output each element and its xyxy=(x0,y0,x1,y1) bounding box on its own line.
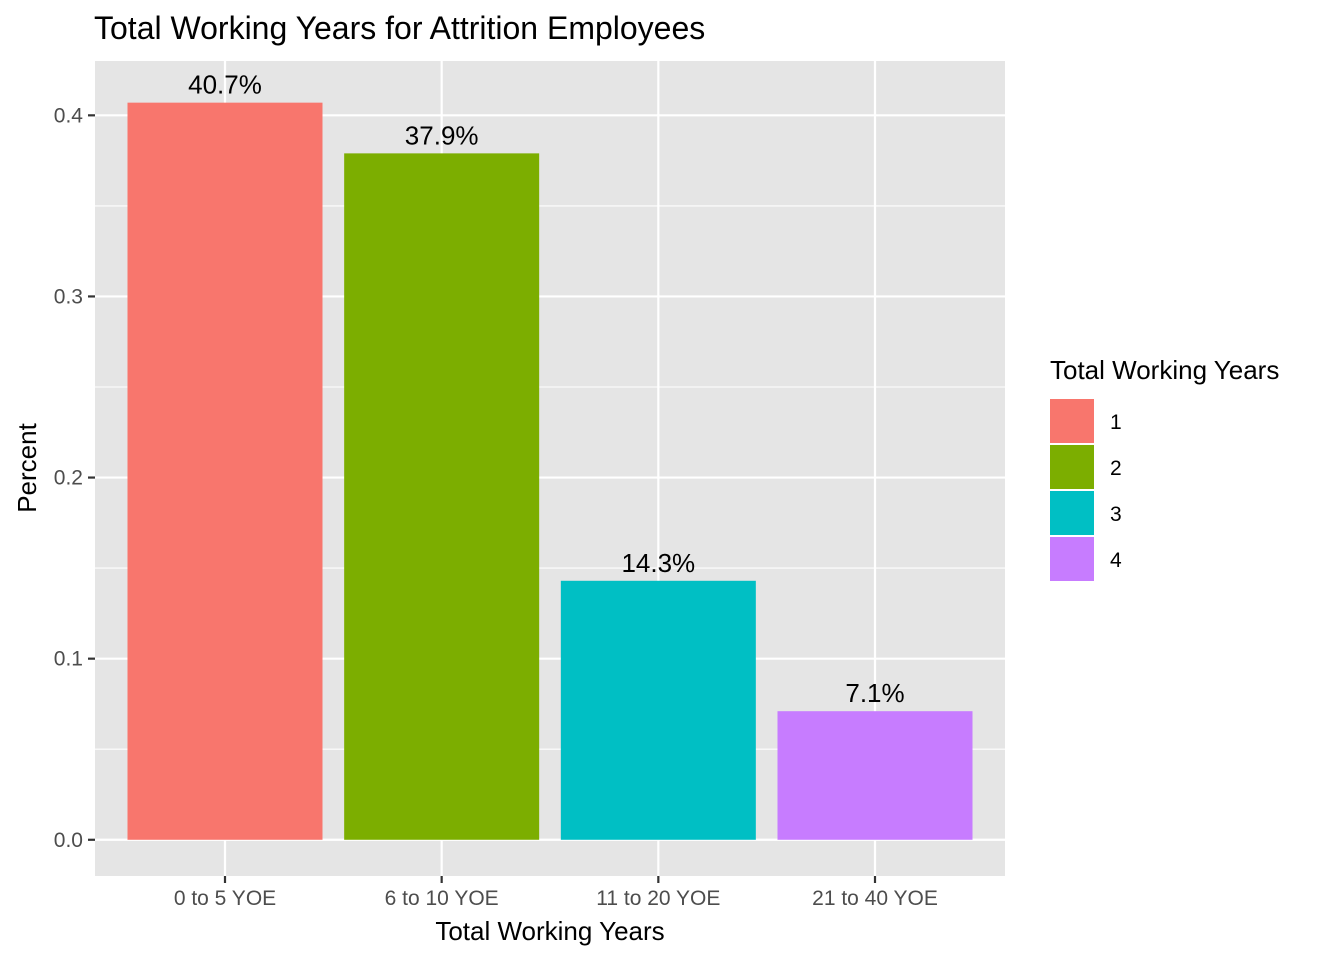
bar xyxy=(127,102,323,840)
bar xyxy=(560,580,756,840)
y-tick-label: 0.2 xyxy=(54,467,83,490)
legend-key xyxy=(1050,491,1094,535)
legend-label: 1 xyxy=(1110,411,1122,434)
y-tick-label: 0.1 xyxy=(54,648,83,671)
x-axis: 0 to 5 YOE 6 to 10 YOE 11 to 20 YOE 21 to 4… xyxy=(174,876,938,910)
y-tick-label: 0.3 xyxy=(54,285,83,308)
x-tick-label: 21 to 40 YOE xyxy=(812,887,938,910)
legend-label: 3 xyxy=(1110,503,1122,526)
legend-title: Total Working Years xyxy=(1050,355,1279,385)
y-tick-label: 0.0 xyxy=(54,829,83,852)
y-axis: 0.0 0.1 0.2 0.3 0.4 xyxy=(54,104,95,852)
x-tick-label: 0 to 5 YOE xyxy=(174,887,276,910)
legend-label: 4 xyxy=(1110,549,1122,572)
x-tick-label: 6 to 10 YOE xyxy=(385,887,499,910)
legend-label: 2 xyxy=(1110,457,1122,480)
plot-panel: 40.7% 37.9% 14.3% 7.1% xyxy=(95,61,1005,876)
y-axis-title: Percent xyxy=(12,422,42,512)
bar xyxy=(344,153,540,840)
legend-key xyxy=(1050,537,1094,581)
legend-key xyxy=(1050,445,1094,489)
x-axis-title: Total Working Years xyxy=(435,916,664,946)
bar-value-label: 40.7% xyxy=(188,70,262,100)
bar-value-label: 7.1% xyxy=(845,678,904,708)
legend: Total Working Years 1 2 3 4 xyxy=(1050,355,1279,581)
bar-value-label: 14.3% xyxy=(621,548,695,578)
x-tick-label: 11 to 20 YOE xyxy=(596,887,720,910)
chart-title: Total Working Years for Attrition Employ… xyxy=(94,10,705,46)
y-tick-label: 0.4 xyxy=(54,104,84,127)
legend-key xyxy=(1050,399,1094,443)
bar xyxy=(777,711,973,840)
bar-value-label: 37.9% xyxy=(405,120,479,150)
